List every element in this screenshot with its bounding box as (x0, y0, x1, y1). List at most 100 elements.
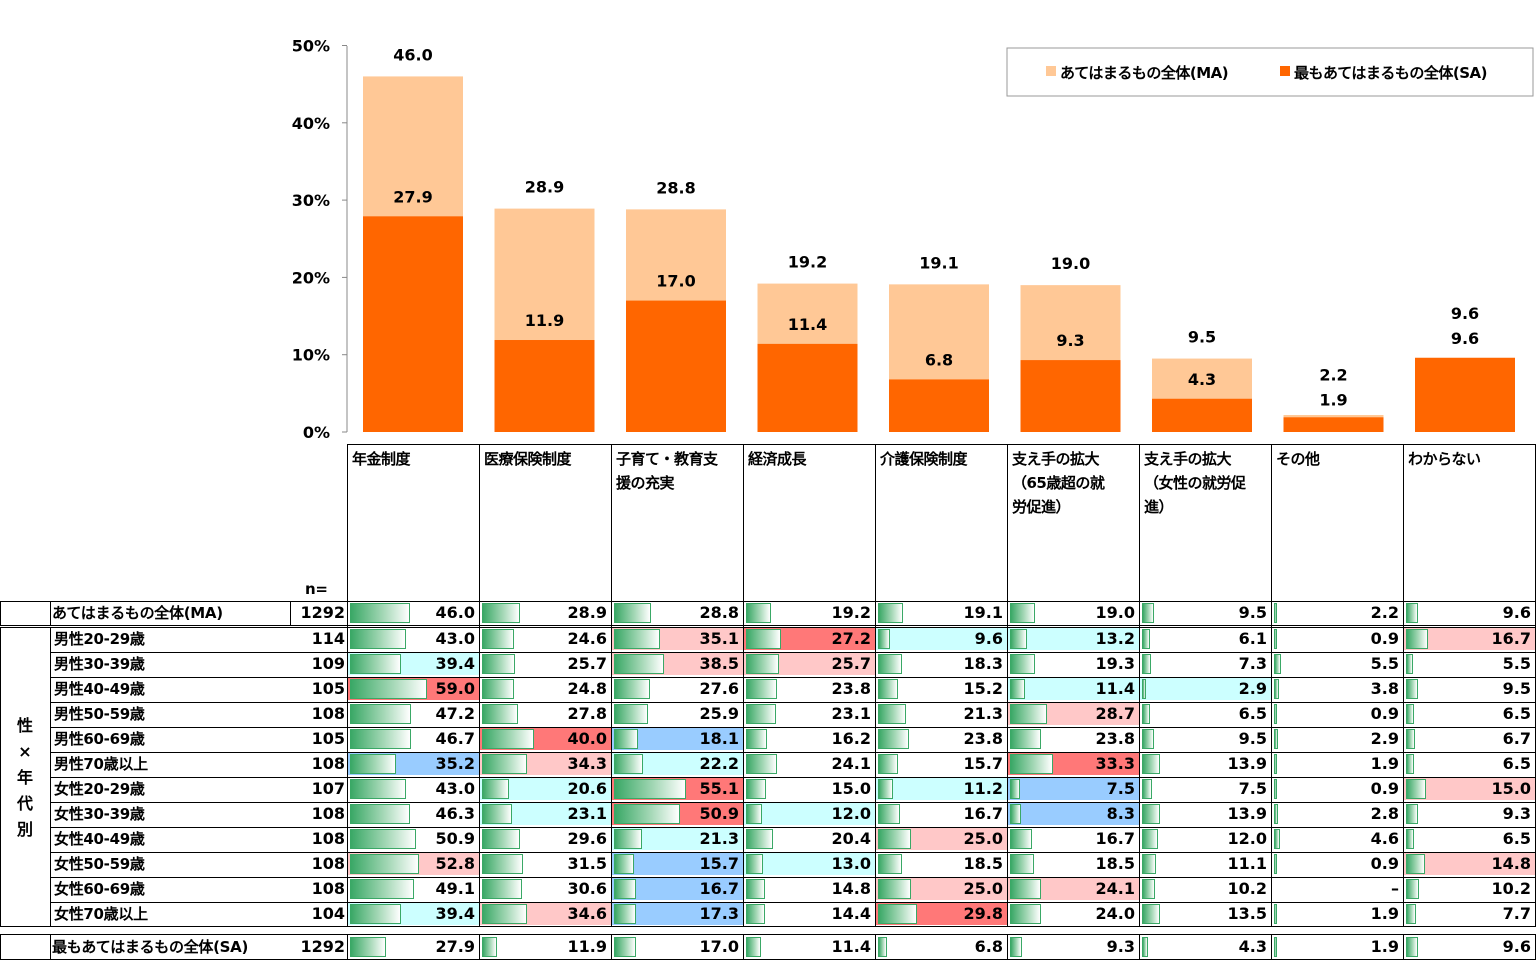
grid-line (0, 601, 1536, 602)
cell-bar (1406, 937, 1419, 957)
cell-bar (1142, 854, 1157, 874)
row-n: 1292 (300, 603, 345, 622)
row-divider (50, 702, 1536, 703)
cell-bar (350, 804, 411, 824)
cell-value: 15.7 (699, 854, 739, 873)
cell-bar (746, 729, 768, 749)
cell-value: 50.9 (435, 829, 475, 848)
row-n: 104 (311, 904, 345, 923)
cell-bar (1010, 804, 1021, 824)
cell-value: 34.3 (567, 754, 607, 773)
cell-value: 1.9 (1370, 937, 1399, 956)
grid-line (0, 934, 1536, 935)
cell-bar (614, 854, 635, 874)
data-label-sa: 17.0 (656, 272, 695, 291)
cell-bar (1406, 804, 1419, 824)
cell-value: 24.8 (567, 679, 607, 698)
cell-value: 1.9 (1370, 904, 1399, 923)
cell-value: 39.4 (435, 654, 475, 673)
cell-bar (1274, 779, 1277, 799)
cell-value: 17.3 (699, 904, 739, 923)
cell-value: 34.6 (567, 904, 607, 923)
cell-bar (1010, 879, 1042, 899)
bar-sa (363, 216, 463, 432)
cell-value: 18.5 (1095, 854, 1135, 873)
grid-line (0, 601, 1, 626)
cell-bar (350, 679, 427, 699)
row-divider (50, 827, 1536, 828)
row-n: 105 (311, 679, 345, 698)
cell-value: 12.0 (831, 804, 871, 823)
cell-bar (1142, 804, 1161, 824)
cell-value: 24.1 (1095, 879, 1135, 898)
cell-value: 27.6 (699, 679, 739, 698)
cell-value: 16.7 (699, 879, 739, 898)
cell-bar (746, 603, 771, 623)
bar-sa (757, 343, 858, 432)
bar-chart: 0% 10% 20% 30% 40% 50% 46.0 27.9 28.9 11.9 28.8 17… (292, 37, 1534, 442)
cell-bar (1274, 904, 1277, 924)
cell-value: 59.0 (435, 679, 475, 698)
column-divider (875, 444, 876, 926)
cell-bar (482, 804, 513, 824)
cell-bar (1010, 679, 1025, 699)
cell-value: 27.8 (567, 704, 607, 723)
cell-value: 15.0 (1491, 779, 1531, 798)
y-tick-label: 0% (303, 423, 330, 442)
column-divider (1271, 934, 1272, 960)
grid-line (0, 926, 1536, 927)
data-label-sa: 4.3 (1188, 370, 1216, 389)
cell-bar (482, 629, 514, 649)
cell-value: 12.0 (1227, 829, 1267, 848)
group-label-char: 性 (16, 716, 33, 735)
cell-value: 49.1 (435, 879, 475, 898)
cell-bar (878, 804, 900, 824)
cell-bar (1406, 829, 1415, 849)
cell-bar (614, 829, 642, 849)
cell-bar (614, 904, 637, 924)
cell-bar (1142, 679, 1146, 699)
row-label: 男性50-59歳 (54, 705, 145, 723)
cell-highlight (876, 778, 1007, 800)
cell-value: 2.9 (1370, 729, 1399, 748)
cell-value: 5.5 (1370, 654, 1399, 673)
cell-bar (1406, 629, 1428, 649)
cell-value: 10.2 (1491, 879, 1531, 898)
header-top-border (347, 444, 1536, 445)
column-header: その他 (1276, 447, 1402, 471)
column-header: 年金制度 (352, 447, 478, 471)
y-tick-label: 10% (292, 346, 330, 365)
cell-bar (1010, 704, 1048, 724)
row-label: 女性60-69歳 (54, 880, 145, 898)
cell-bar (614, 629, 660, 649)
cell-highlight (744, 803, 875, 825)
grid-line (0, 627, 1536, 628)
cell-value: 9.3 (1106, 937, 1135, 956)
cell-highlight (480, 778, 611, 800)
cell-value: 9.5 (1238, 603, 1267, 622)
data-label-ma: 19.2 (788, 253, 827, 272)
row-divider (50, 677, 1536, 678)
data-label-ma: 19.1 (919, 253, 958, 272)
cell-value: 14.8 (1491, 854, 1531, 873)
column-header-line: （女性の就労促 (1144, 474, 1246, 492)
cell-value: 2.8 (1370, 804, 1399, 823)
column-header-line: 進） (1144, 498, 1174, 516)
cell-highlight (1008, 778, 1139, 800)
cell-bar (746, 829, 773, 849)
cell-value: 15.7 (963, 754, 1003, 773)
row-n: 108 (311, 829, 345, 848)
n-header: n= (305, 580, 328, 598)
cell-value: 13.2 (1095, 629, 1135, 648)
data-label-ma: 9.6 (1451, 304, 1479, 323)
cell-bar (1142, 603, 1155, 623)
data-label-sa: 6.8 (925, 350, 953, 369)
data-label-sa: 11.4 (788, 315, 827, 334)
cell-value: 11.2 (963, 779, 1003, 798)
data-label-sa: 27.9 (393, 187, 432, 206)
cell-bar (1274, 804, 1278, 824)
cell-value: 31.5 (567, 854, 607, 873)
cell-bar (350, 937, 387, 957)
cell-value: 20.6 (567, 779, 607, 798)
column-header-line: 労促進） (1012, 498, 1071, 516)
